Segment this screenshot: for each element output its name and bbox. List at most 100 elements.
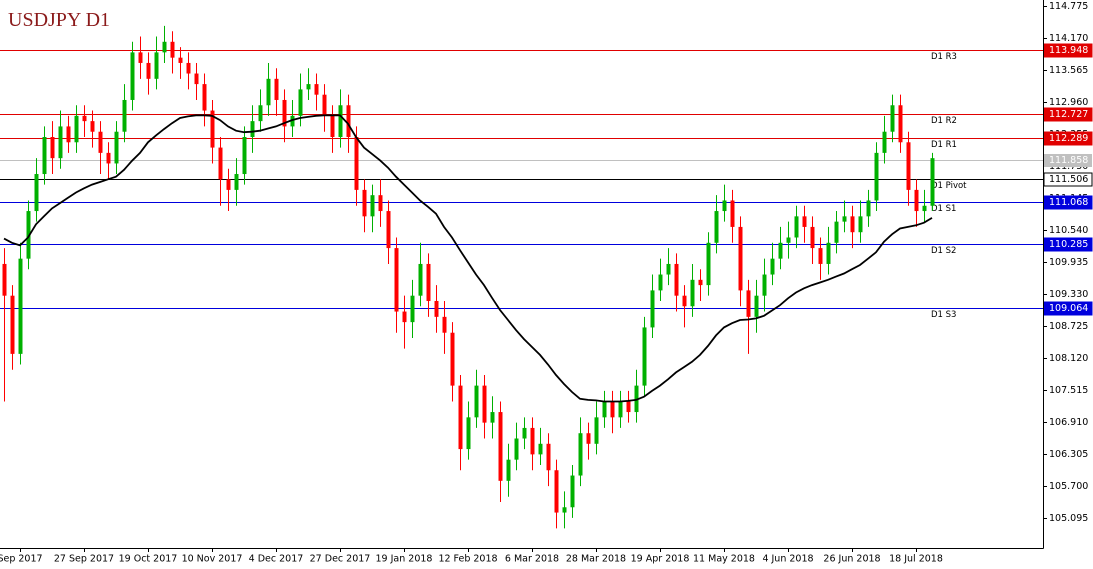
candle-body	[570, 475, 575, 508]
y-tick-label: 107.515	[1049, 385, 1088, 396]
y-tick-label: 106.910	[1049, 417, 1088, 428]
candle-body	[426, 263, 431, 301]
candle-body	[842, 216, 847, 222]
candle-body	[66, 126, 71, 143]
candle-body	[338, 105, 343, 137]
candle-body	[754, 295, 759, 317]
level-price: 111.506	[1049, 174, 1088, 185]
candle-body	[194, 73, 199, 85]
candle-body	[482, 385, 487, 423]
candle-body	[402, 311, 407, 323]
candle-body	[226, 179, 231, 190]
level-name: D1 S2	[931, 246, 956, 256]
level-price: 110.285	[1049, 239, 1088, 250]
level-name: D1 R3	[931, 52, 957, 62]
y-tick-label: 108.725	[1049, 321, 1088, 332]
candle-body	[50, 137, 55, 159]
candle-body	[274, 78, 279, 100]
x-tick-label: 27 Dec 2017	[310, 554, 371, 565]
candle-body	[506, 459, 511, 481]
candle-body	[74, 115, 79, 143]
candle-body	[778, 242, 783, 259]
candle-body	[466, 417, 471, 450]
candle-body	[642, 327, 647, 386]
candle-body	[786, 237, 791, 243]
moving-average	[3, 114, 933, 403]
candle-body	[562, 507, 567, 513]
x-tick-label: 27 Sep 2017	[54, 554, 114, 565]
y-tick-label: 112.960	[1049, 97, 1088, 108]
candle-body	[866, 200, 871, 217]
candle-body	[722, 200, 727, 212]
candle-body	[154, 52, 159, 79]
candle-body	[354, 137, 359, 190]
candle-body	[850, 216, 855, 233]
last-price: 111.858	[1049, 155, 1088, 166]
candle-body	[882, 131, 887, 153]
candle-body	[626, 401, 631, 413]
level-price: 111.068	[1049, 197, 1088, 208]
x-tick-label: 28 Mar 2018	[566, 554, 626, 565]
candle-body	[34, 174, 39, 212]
level-price: 112.727	[1049, 109, 1088, 120]
y-tick-label: 105.095	[1049, 513, 1088, 524]
candle-body	[450, 332, 455, 386]
candle-body	[802, 216, 807, 227]
y-tick-label: 113.565	[1049, 65, 1088, 76]
candle-body	[410, 295, 415, 323]
candle-body	[602, 401, 607, 418]
candle-body	[266, 78, 271, 106]
candle-body	[434, 300, 439, 317]
candle-body	[106, 152, 111, 164]
candle-body	[706, 242, 711, 286]
candle-body	[674, 263, 679, 296]
x-tick-label: 19 Oct 2017	[119, 554, 178, 565]
candle-body	[898, 105, 903, 143]
candle-body	[170, 41, 175, 58]
candle-body	[322, 94, 327, 116]
candle-body	[314, 84, 319, 95]
candle-body	[554, 470, 559, 513]
candle-body	[442, 316, 447, 333]
candle-body	[490, 412, 495, 423]
candle-body	[386, 211, 391, 249]
candle-body	[658, 274, 663, 291]
candle-body	[290, 115, 295, 127]
candle-body	[298, 89, 303, 116]
candle-body	[218, 147, 223, 180]
candle-body	[234, 174, 239, 190]
y-tick-label: 110.540	[1049, 225, 1088, 236]
level-price: 113.948	[1049, 45, 1088, 56]
candle-body	[346, 105, 351, 137]
candle-body	[242, 137, 247, 175]
candle-body	[82, 115, 87, 122]
candle-body	[826, 242, 831, 264]
y-tick-label: 105.700	[1049, 481, 1088, 492]
candle-body	[42, 137, 47, 175]
candle-body	[178, 57, 183, 63]
level-name: D1 R2	[931, 116, 957, 126]
x-tick-label: 26 Jun 2018	[823, 554, 880, 565]
x-tick-label: 19 Apr 2018	[631, 554, 690, 565]
candle-body	[730, 200, 735, 227]
x-tick-label: 4 Jun 2018	[762, 554, 813, 565]
candle-body	[618, 401, 623, 418]
candle-body	[202, 84, 207, 111]
x-tick-label: 18 Jul 2018	[889, 554, 943, 565]
candle-body	[610, 401, 615, 418]
candle-body	[498, 412, 503, 481]
candle-body	[922, 205, 927, 212]
candle-body	[762, 274, 767, 296]
candle-body	[458, 385, 463, 450]
candle-body	[578, 433, 583, 476]
candle-body	[794, 216, 799, 238]
candle-body	[122, 99, 127, 132]
level-price: 109.064	[1049, 303, 1088, 314]
candle-body	[394, 248, 399, 312]
candle-body	[2, 263, 7, 296]
level-name: D1 S3	[931, 310, 956, 320]
candle-body	[282, 99, 287, 127]
y-tick-label: 114.170	[1049, 33, 1088, 44]
x-tick-label: 10 Nov 2017	[182, 554, 243, 565]
